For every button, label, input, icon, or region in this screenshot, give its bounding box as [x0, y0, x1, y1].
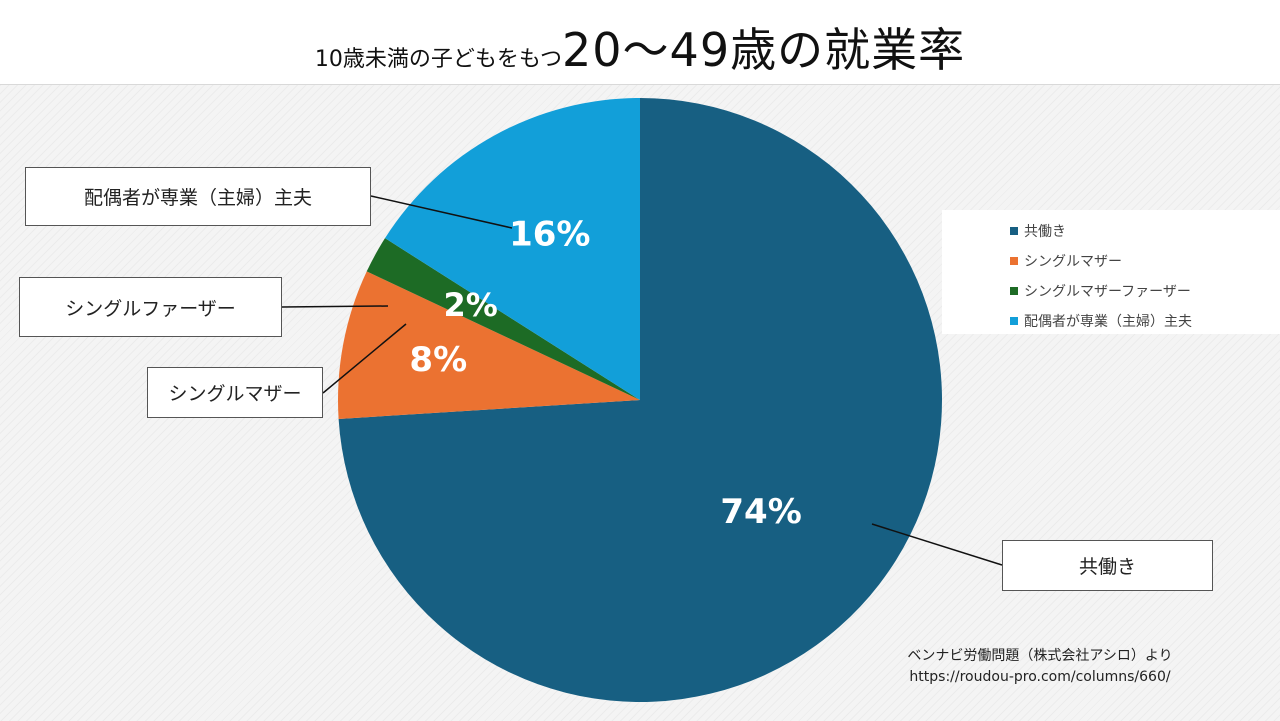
leader-homemaker-spouse	[370, 195, 513, 229]
data-labels: 74% 8% 2% 16%	[409, 214, 801, 532]
data-label-single-mother: 8%	[409, 340, 467, 380]
slice-single-father	[366, 238, 640, 400]
data-label-homemaker-spouse: 16%	[509, 214, 590, 254]
leader-single-father	[281, 305, 389, 308]
source-line-1: ベンナビ労働問題（株式会社アシロ）より	[907, 648, 1173, 664]
leader-lines	[281, 195, 1003, 566]
callout-homemaker-spouse: 配偶者が専業（主婦）主夫	[25, 167, 371, 226]
legend: 共働き シングルマザー シングルマザーファーザー 配偶者が専業（主婦）主夫	[942, 210, 1280, 334]
legend-swatch	[1010, 257, 1018, 265]
legend-item: シングルマザーファーザー	[1010, 276, 1280, 306]
chart-title-prefix: 10歳未満の子どもをもつ	[314, 47, 563, 72]
legend-swatch	[1010, 287, 1018, 295]
slice-single-mother	[337, 271, 640, 419]
source-line-2: https://roudou-pro.com/columns/660/	[909, 669, 1171, 685]
legend-label: 配偶者が専業（主婦）主夫	[1024, 314, 1192, 330]
leader-dual-income	[871, 523, 1003, 566]
legend-item: 配偶者が専業（主婦）主夫	[1010, 306, 1280, 336]
slice-homemaker-spouse	[385, 98, 640, 400]
source-note: ベンナビ労働問題（株式会社アシロ）より https://roudou-pro.c…	[860, 646, 1220, 688]
legend-label: 共働き	[1024, 224, 1066, 240]
legend-swatch	[1010, 317, 1018, 325]
legend-swatch	[1010, 227, 1018, 235]
chart-title: 10歳未満の子どもをもつ20～49歳の就業率	[0, 14, 1280, 80]
legend-label: シングルマザー	[1024, 254, 1122, 270]
pie-slices	[337, 98, 942, 702]
leader-single-mother	[322, 323, 407, 394]
data-label-dual-income: 74%	[720, 492, 801, 532]
callout-dual-income: 共働き	[1002, 540, 1213, 591]
callout-single-father: シングルファーザー	[19, 277, 282, 337]
slice-dual-income	[338, 98, 942, 702]
callout-single-mother: シングルマザー	[147, 367, 323, 418]
legend-item: シングルマザー	[1010, 246, 1280, 276]
data-label-single-father: 2%	[443, 286, 497, 324]
legend-label: シングルマザーファーザー	[1024, 284, 1191, 300]
chart-title-main: 20～49歳の就業率	[562, 23, 966, 77]
legend-item: 共働き	[1010, 216, 1280, 246]
